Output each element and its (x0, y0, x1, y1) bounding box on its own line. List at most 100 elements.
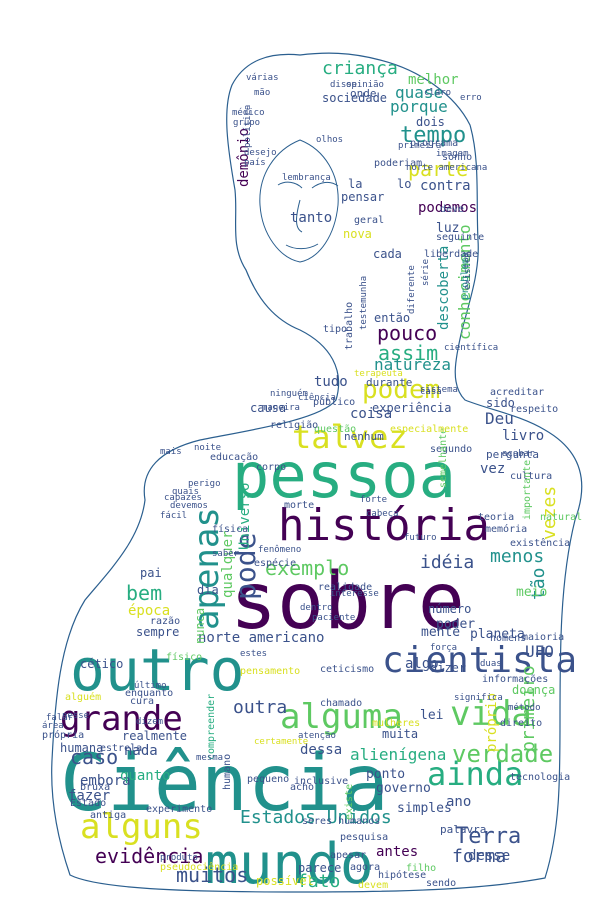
cloud-word: geral (354, 215, 384, 226)
cloud-word: dessa (300, 742, 342, 758)
cloud-word: Estado (70, 798, 106, 809)
cloud-word: estes (240, 649, 267, 659)
cloud-word: muitos (176, 863, 248, 887)
cloud-word: alguém (65, 691, 101, 703)
cloud-word: número (428, 602, 471, 616)
cloud-word: morte (284, 500, 314, 511)
cloud-word: atenção (298, 731, 336, 741)
cloud-word: Estados Unidos (240, 807, 392, 828)
cloud-word: ainda (427, 755, 523, 793)
cloud-word: físico (166, 651, 202, 663)
cloud-word: luz (436, 221, 459, 236)
cloud-word: tudo (314, 374, 348, 390)
cloud-word: qualquer (220, 531, 236, 598)
cloud-word: outra (233, 697, 287, 718)
cloud-word: causa (250, 401, 286, 415)
cloud-word: lei (420, 708, 443, 723)
cloud-word: sido (486, 396, 515, 410)
cloud-word: realidade (318, 582, 372, 593)
cloud-word: algo (405, 656, 439, 672)
cloud-word: especialmente (390, 424, 468, 435)
cloud-word: conhecimento (455, 224, 474, 340)
cloud-word: homens (490, 633, 526, 644)
cloud-word: dentro (300, 603, 333, 613)
cloud-word: último (134, 681, 167, 691)
cloud-word: acabar (502, 449, 535, 459)
cloud-word: tecnologia (510, 772, 570, 783)
cloud-word: maneira (262, 403, 300, 413)
cloud-word: teoria (478, 512, 514, 523)
cloud-word: natural (540, 512, 582, 523)
cloud-word: tanto (290, 210, 332, 226)
cloud-word: grande (60, 699, 183, 739)
cloud-word: significa (454, 693, 503, 703)
cloud-word: existe (344, 784, 355, 820)
cloud-word: futuro (404, 533, 437, 543)
cloud-word: casa (420, 387, 442, 397)
cloud-word: seguinte (436, 232, 484, 243)
cloud-word: chamado (320, 698, 362, 709)
cloud-word: mesma (196, 753, 223, 763)
cloud-word: bruxa (80, 782, 110, 793)
cloud-word: outro (70, 636, 245, 704)
cloud-word: erro (460, 93, 482, 103)
cloud-word: acreditar (490, 387, 544, 398)
cloud-word: ano (446, 794, 471, 810)
cloud-word: memória (485, 523, 527, 535)
cloud-word: importante (522, 460, 533, 520)
person-silhouette-outline (51, 52, 583, 893)
cloud-word: física (212, 523, 248, 535)
cloud-word: duas (480, 659, 502, 669)
cloud-word: falar (46, 713, 74, 723)
cloud-word: época (128, 603, 170, 619)
cloud-word: primeira (398, 141, 441, 151)
cloud-word: história (278, 500, 490, 551)
cloud-word: testemunha (359, 276, 369, 330)
cloud-word: liberdade (424, 249, 478, 260)
cloud-word: várias (246, 73, 279, 83)
cloud-word: verdade (452, 740, 553, 768)
cloud-word: saber (212, 549, 240, 559)
cloud-word: programa (410, 138, 458, 149)
cloud-word: cada (373, 247, 402, 261)
cloud-word: apenas (187, 507, 227, 630)
cloud-word: talvez (292, 418, 408, 456)
cloud-word: mulheres (372, 718, 420, 729)
cloud-word: interesse (330, 589, 379, 599)
cloud-word: Terra (455, 824, 521, 849)
cloud-word: dizer (430, 661, 466, 675)
cloud-word: diferente (407, 265, 417, 314)
cloud-word: segundo (430, 444, 472, 455)
cloud-word: humana (60, 741, 103, 755)
cloud-word: vida (450, 694, 532, 734)
cloud-word: pessoa (232, 439, 456, 512)
cloud-word: poder (436, 617, 475, 632)
cloud-word: apesar (330, 850, 366, 861)
cloud-word: pseudociência (160, 861, 238, 873)
cloud-word: informações (482, 674, 548, 685)
cloud-word: público (313, 396, 355, 408)
cloud-word: capazes (164, 493, 202, 503)
cloud-word: livro (502, 428, 544, 444)
cloud-word: cientista (382, 640, 577, 681)
cloud-word: melhor (408, 72, 459, 88)
cloud-word: quanto (120, 768, 171, 784)
cloud-word: sonho (442, 152, 472, 163)
cloud-word: enquanto (125, 688, 173, 699)
cloud-word: norte americano (198, 630, 324, 646)
cloud-word: certamente (254, 737, 308, 747)
cloud-word: fácil (160, 511, 187, 521)
cloud-word: antes (376, 844, 418, 860)
cloud-word: realmente (122, 729, 187, 743)
cloud-word: durante (366, 376, 412, 389)
cloud-word: Deu (485, 409, 514, 428)
cloud-word: alguma (280, 697, 403, 737)
cloud-word: disse (330, 80, 357, 90)
cloud-word: existem (463, 252, 473, 290)
cloud-word: bem (126, 581, 162, 605)
cloud-word: área (42, 721, 64, 731)
cloud-word: sistema (420, 385, 458, 395)
cloud-word: mundo (205, 832, 374, 897)
cloud-word: país (244, 158, 266, 168)
cloud-word: cura (130, 696, 154, 707)
